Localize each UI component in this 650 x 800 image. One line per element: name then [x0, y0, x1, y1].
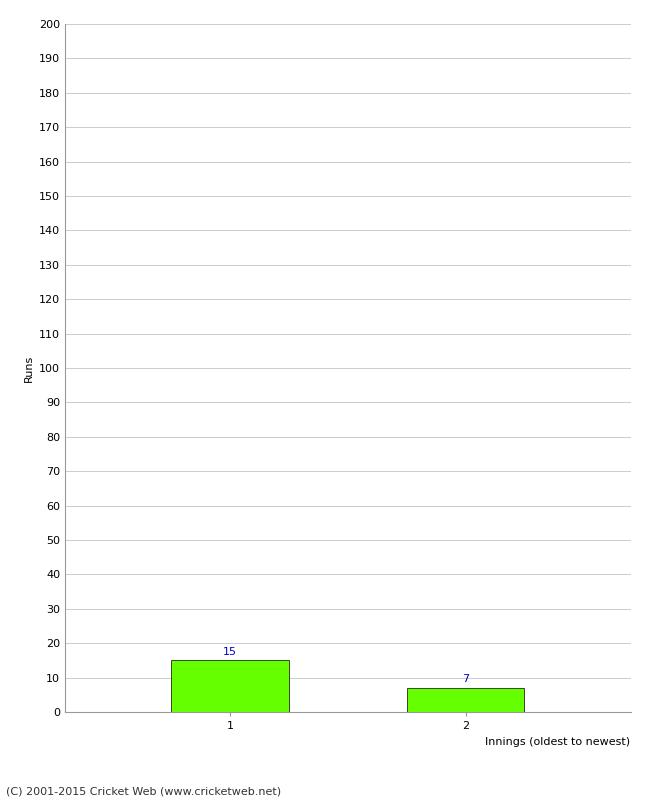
Bar — [407, 688, 525, 712]
Bar — [171, 661, 289, 712]
Text: 7: 7 — [462, 674, 469, 685]
X-axis label: Innings (oldest to newest): Innings (oldest to newest) — [486, 737, 630, 746]
Text: (C) 2001-2015 Cricket Web (www.cricketweb.net): (C) 2001-2015 Cricket Web (www.cricketwe… — [6, 786, 281, 796]
Y-axis label: Runs: Runs — [23, 354, 33, 382]
Text: 15: 15 — [223, 647, 237, 657]
